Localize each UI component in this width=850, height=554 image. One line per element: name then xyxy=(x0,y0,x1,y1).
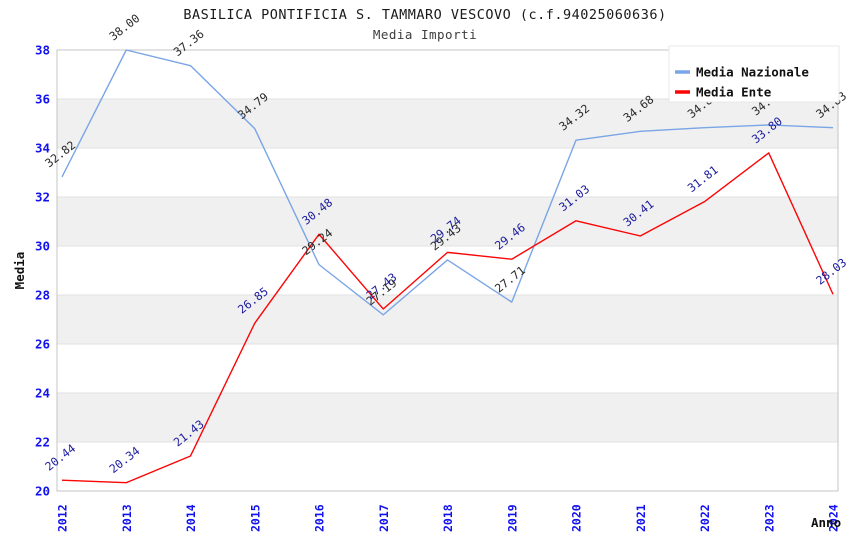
x-tick-label: 2017 xyxy=(377,504,391,532)
plot-band xyxy=(57,197,838,246)
y-tick-label: 28 xyxy=(35,288,50,303)
plot-border xyxy=(56,49,839,492)
x-tick-label: 2019 xyxy=(505,504,519,532)
y-tick-label: 24 xyxy=(35,386,50,401)
x-tick-label: 2014 xyxy=(184,504,198,532)
y-tick-label: 22 xyxy=(35,435,50,450)
x-tick-label: 2023 xyxy=(762,504,776,532)
plot-band xyxy=(57,295,838,344)
y-tick-label: 20 xyxy=(35,484,50,499)
x-tick-label: 2020 xyxy=(570,504,584,532)
plot-band xyxy=(57,99,838,148)
chart-title: BASILICA PONTIFICIA S. TAMMARO VESCOVO (… xyxy=(183,7,667,23)
data-label-media-ente: 20.34 xyxy=(106,444,142,476)
data-label-media-ente: 28.03 xyxy=(813,255,849,287)
legend-label-media-nazionale: Media Nazionale xyxy=(696,65,809,80)
y-tick-label: 30 xyxy=(35,239,50,254)
x-tick-label: 2022 xyxy=(698,504,712,532)
x-tick-label: 2018 xyxy=(441,504,455,532)
x-tick-label: 2012 xyxy=(56,504,70,532)
y-axis-title: Media xyxy=(12,252,27,290)
x-axis-title: Anno xyxy=(811,515,841,530)
series-line-media-ente xyxy=(61,152,834,484)
legend-box xyxy=(668,45,840,103)
series-line-media-nazionale xyxy=(61,49,834,316)
x-tick-label: 2021 xyxy=(634,504,648,532)
data-label-media-ente: 31.81 xyxy=(685,163,721,195)
x-tick-label: 2013 xyxy=(120,504,134,532)
x-tick-label: 2015 xyxy=(248,504,262,532)
y-tick-label: 38 xyxy=(35,43,50,58)
y-tick-label: 26 xyxy=(35,337,50,352)
plot-band xyxy=(57,393,838,442)
chart-subtitle: Media Importi xyxy=(372,27,478,42)
y-tick-label: 36 xyxy=(35,92,50,107)
y-tick-label: 32 xyxy=(35,190,50,205)
data-label-media-nazionale: 27.71 xyxy=(492,263,528,295)
y-tick-label: 34 xyxy=(35,141,50,156)
x-tick-label: 2016 xyxy=(313,504,327,532)
x-tick-label: 2024 xyxy=(827,504,841,532)
legend-label-media-ente: Media Ente xyxy=(696,85,772,100)
